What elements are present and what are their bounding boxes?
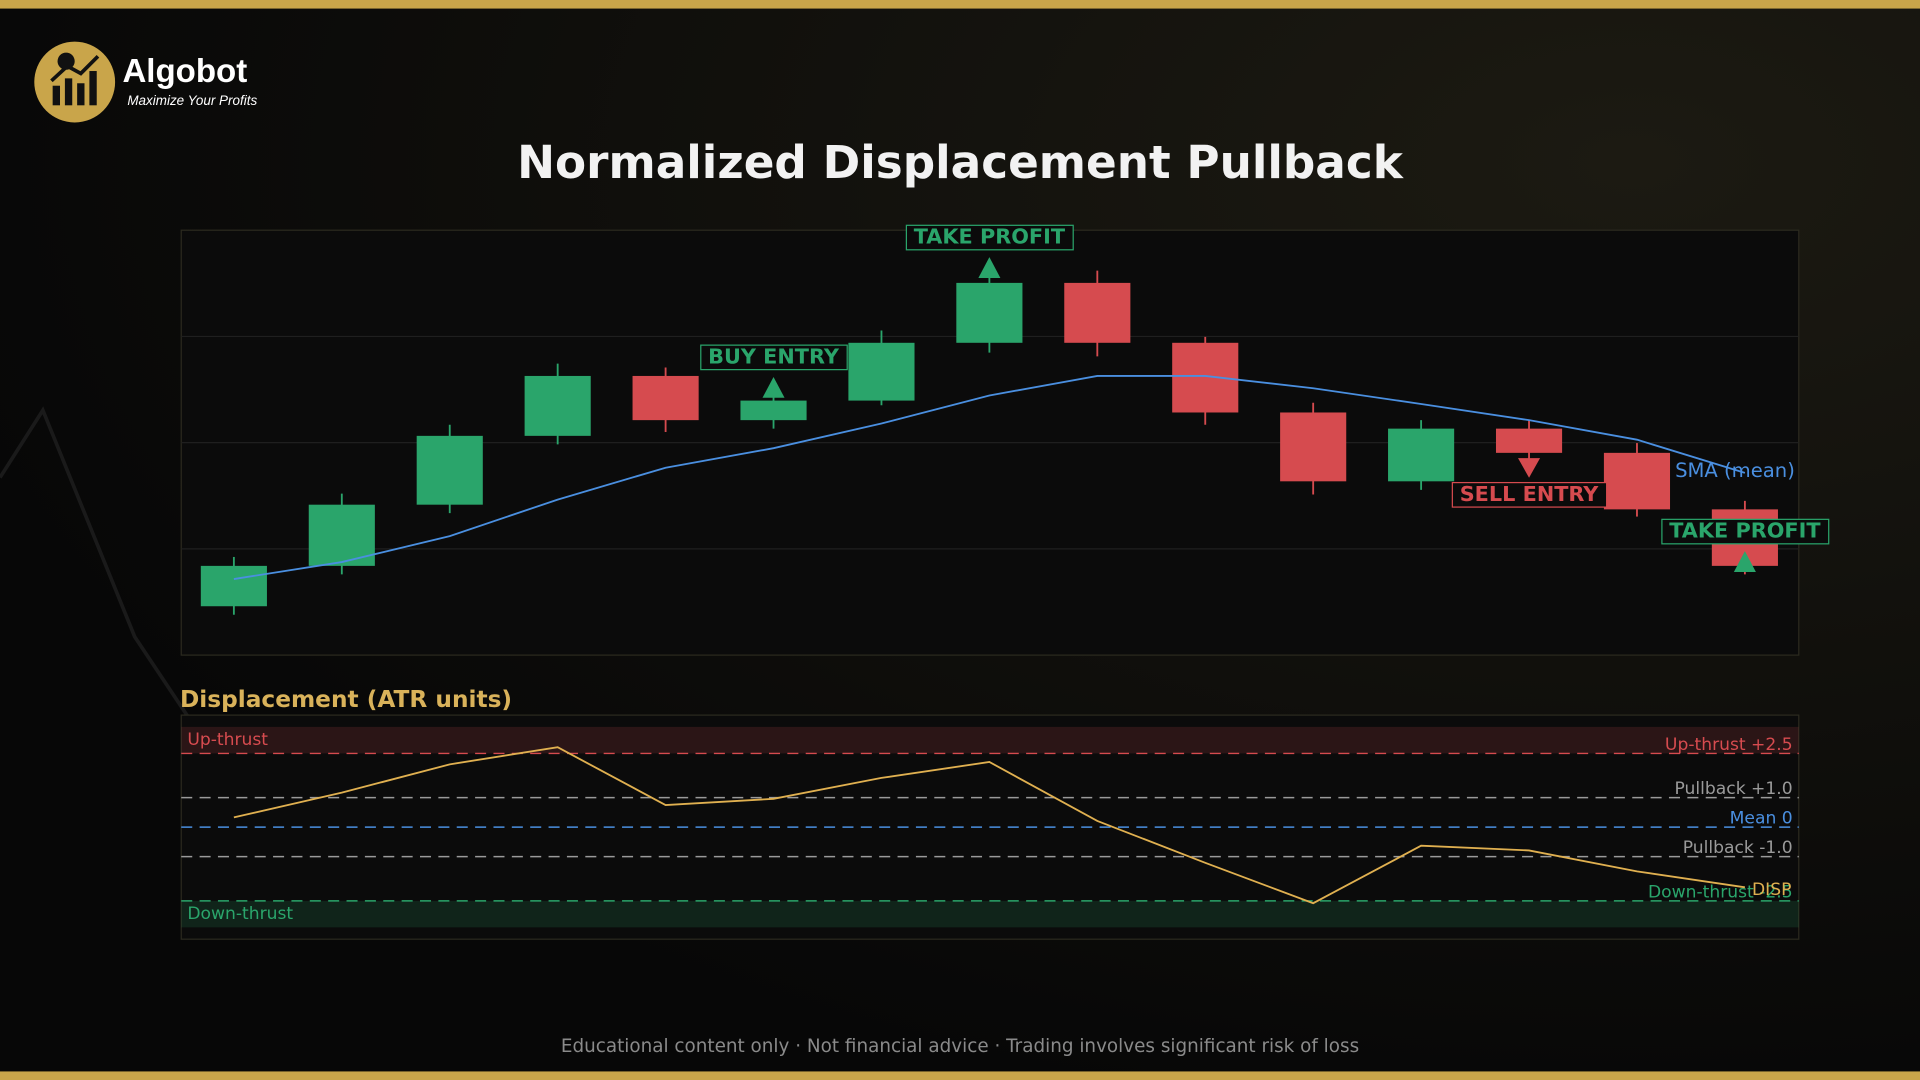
candle-body [632, 375, 699, 421]
logo-icon [64, 78, 73, 106]
disp-line [233, 746, 1746, 905]
candle-body [200, 565, 267, 607]
candle-body [1603, 452, 1671, 510]
chart-title: Normalized Displacement Pullback [517, 136, 1404, 189]
zone-label: Up-thrust [187, 730, 268, 750]
logo-badge [34, 41, 116, 123]
logo: Algobot Maximize Your Profits [34, 41, 257, 123]
candle-body [308, 504, 375, 566]
annotation-box [1661, 518, 1830, 545]
threshold-zone [181, 726, 1799, 754]
annotation-box [700, 344, 848, 371]
annotation-label: TAKE PROFIT [1669, 519, 1821, 543]
candle-body [1388, 428, 1455, 482]
legend-label: DISP [1752, 880, 1791, 900]
candle-body [848, 342, 915, 401]
background-decoration [0, 406, 210, 748]
logo-icon [50, 55, 100, 83]
threshold-zone [181, 900, 1799, 928]
signal-marker [762, 376, 785, 398]
candle-body [524, 375, 591, 436]
logo-icon [57, 52, 75, 70]
candle-body [956, 282, 1023, 343]
sma-line [233, 375, 1746, 580]
annotation-label: BUY ENTRY [708, 344, 840, 368]
candle-body [1495, 428, 1563, 453]
top-border [0, 0, 1920, 9]
brand-tagline: Maximize Your Profits [127, 93, 257, 108]
candle-body [1064, 282, 1131, 343]
panel-title: Displacement (ATR units) [180, 686, 512, 713]
annotation-label: SELL ENTRY [1460, 482, 1600, 506]
logo-icon [77, 83, 85, 106]
logo-icon [89, 71, 97, 106]
candle-body [416, 435, 483, 505]
candle-body [1280, 412, 1347, 482]
annotation-label: TAKE PROFIT [914, 225, 1066, 249]
annotation-box [1451, 481, 1608, 508]
signal-marker [978, 257, 1001, 278]
reference-label: Up-thrust +2.5 [1665, 735, 1793, 755]
logo-icon [52, 85, 60, 106]
brand-name: Algobot [122, 53, 247, 90]
reference-label: Pullback +1.0 [1675, 779, 1793, 799]
sma-label: SMA (mean) [1675, 459, 1795, 482]
reference-label: Down-thrust -2.5 [1648, 882, 1793, 902]
zone-label: Down-thrust [187, 904, 293, 924]
footer-disclaimer: Educational content only · Not financial… [561, 1036, 1359, 1057]
reference-label: Pullback -1.0 [1683, 838, 1793, 858]
signal-marker [1733, 551, 1756, 572]
signal-marker [1518, 458, 1541, 478]
candle-body [1172, 342, 1239, 413]
candle-body [740, 400, 807, 421]
annotation-box [905, 224, 1074, 251]
reference-label: Mean 0 [1730, 809, 1793, 829]
bottom-border [0, 1071, 1920, 1080]
